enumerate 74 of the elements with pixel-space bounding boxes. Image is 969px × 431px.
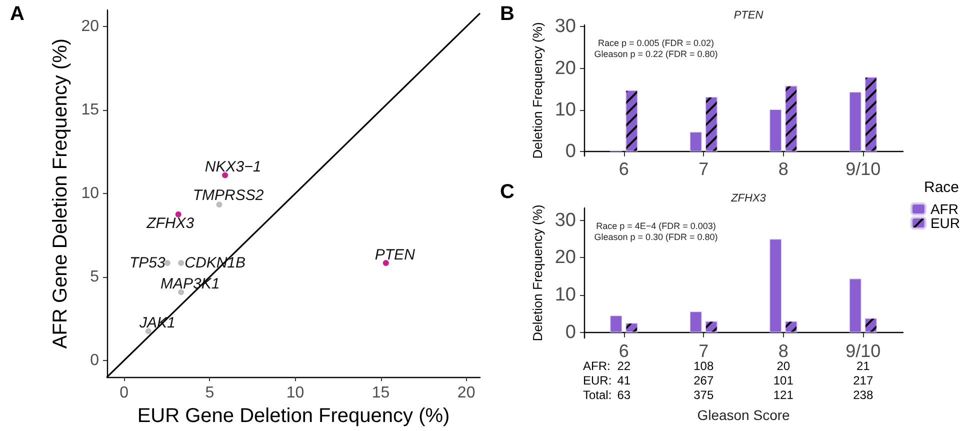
text: 217 — [853, 374, 874, 388]
bar — [770, 109, 782, 152]
x-tick-label: 7 — [698, 341, 709, 361]
annotation: TP53 — [129, 254, 166, 272]
annotation: PTEN — [374, 246, 416, 264]
bar — [770, 239, 782, 332]
y-tick-label: 5 — [90, 268, 100, 286]
legend-title: Race — [924, 179, 960, 196]
text: A — [10, 3, 24, 25]
x-tick-label: 9/10 — [846, 341, 881, 361]
y-axis-title: AFR Gene Deletion Frequency (%) — [49, 38, 72, 349]
chart-title: PTEN — [734, 10, 764, 22]
text: 267 — [694, 374, 714, 388]
y-tick-label: 30 — [554, 16, 576, 38]
bar — [690, 132, 702, 152]
y-tick-label: 30 — [554, 210, 576, 231]
point — [175, 211, 182, 218]
x-tick-label: 6 — [618, 341, 629, 361]
y-tick-label: 0 — [565, 322, 576, 343]
legend-label: EUR — [930, 215, 960, 231]
x-tick-label: 9/10 — [846, 159, 881, 179]
point — [216, 202, 222, 208]
y-axis-title: Deletion Frequency (%) — [530, 22, 545, 159]
text: 20 — [776, 359, 790, 373]
y-axis-title: Deletion Frequency (%) — [530, 204, 545, 342]
bar — [849, 278, 862, 332]
text: Total: — [583, 388, 612, 402]
y-tick-label: 0 — [565, 140, 576, 162]
annotation: ZFHX3 — [146, 214, 195, 232]
y-tick-label: 20 — [554, 247, 576, 268]
text: 21 — [856, 359, 870, 373]
x-tick-label: 8 — [778, 159, 788, 179]
text: 121 — [773, 388, 794, 402]
point — [222, 172, 228, 178]
text: EUR: — [583, 374, 612, 388]
text: 63 — [617, 388, 631, 402]
x-tick-label: 7 — [698, 159, 709, 179]
x-tick-label: 8 — [778, 341, 788, 361]
text: 238 — [853, 388, 874, 402]
text: 101 — [773, 374, 794, 388]
point — [178, 260, 184, 266]
annotation: NKX3−1 — [204, 158, 262, 176]
annotation: Race p = 4E−4 (FDR = 0.003) — [596, 221, 716, 231]
text: AFR: — [583, 359, 610, 373]
text: 22 — [617, 359, 631, 373]
text: C — [500, 181, 514, 203]
text: 375 — [694, 388, 714, 402]
bar — [849, 92, 862, 152]
x-tick-label: 5 — [205, 384, 214, 402]
x-tick-label: 15 — [372, 384, 390, 402]
y-tick-label: 20 — [554, 58, 576, 79]
y-tick-label: 10 — [554, 284, 576, 306]
x-axis-title: EUR Gene Deletion Frequency (%) — [137, 405, 450, 427]
x-tick-label: 20 — [457, 384, 476, 402]
y-tick-label: 10 — [81, 185, 100, 202]
annotation: Gleason p = 0.30 (FDR = 0.80) — [594, 232, 718, 242]
bar — [690, 311, 702, 332]
annotation: TMPRSS2 — [192, 187, 264, 204]
legend-label: AFR — [930, 201, 958, 217]
x-tick-label: 6 — [618, 159, 629, 179]
y-tick-label: 10 — [554, 99, 576, 120]
y-tick-label: 15 — [81, 102, 100, 119]
y-tick-label: 20 — [81, 18, 100, 36]
x-tick-label: 0 — [120, 384, 129, 402]
bar — [610, 316, 622, 332]
annotation: Gleason p = 0.22 (FDR = 0.80) — [594, 49, 718, 59]
point — [382, 260, 389, 266]
chart-title: ZFHX3 — [730, 192, 767, 204]
annotation: Race p = 0.005 (FDR = 0.02) — [598, 38, 714, 48]
text: 41 — [617, 374, 631, 388]
x-tick-label: 10 — [286, 384, 304, 402]
text: 108 — [694, 359, 714, 373]
text: B — [500, 3, 514, 25]
x-axis-title: Gleason Score — [697, 407, 790, 423]
